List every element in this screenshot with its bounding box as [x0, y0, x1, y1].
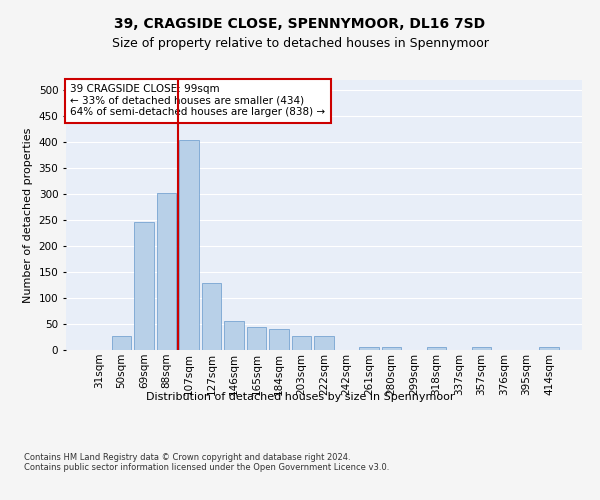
Text: 39 CRAGSIDE CLOSE: 99sqm
← 33% of detached houses are smaller (434)
64% of semi-: 39 CRAGSIDE CLOSE: 99sqm ← 33% of detach… — [70, 84, 325, 117]
Y-axis label: Number of detached properties: Number of detached properties — [23, 128, 33, 302]
Text: 39, CRAGSIDE CLOSE, SPENNYMOOR, DL16 7SD: 39, CRAGSIDE CLOSE, SPENNYMOOR, DL16 7SD — [115, 18, 485, 32]
Bar — [269, 329, 289, 350]
Bar — [427, 348, 446, 350]
Text: Size of property relative to detached houses in Spennymoor: Size of property relative to detached ho… — [112, 38, 488, 51]
Bar — [179, 140, 199, 350]
Bar — [314, 336, 334, 350]
Text: Contains HM Land Registry data © Crown copyright and database right 2024.
Contai: Contains HM Land Registry data © Crown c… — [24, 452, 389, 472]
Bar — [359, 348, 379, 350]
Bar — [472, 348, 491, 350]
Bar — [224, 322, 244, 350]
Bar — [539, 348, 559, 350]
Bar — [247, 326, 266, 350]
Bar — [157, 193, 176, 350]
Bar — [134, 222, 154, 350]
Text: Distribution of detached houses by size in Spennymoor: Distribution of detached houses by size … — [146, 392, 454, 402]
Bar — [202, 282, 221, 350]
Bar — [112, 336, 131, 350]
Bar — [382, 348, 401, 350]
Bar — [292, 336, 311, 350]
